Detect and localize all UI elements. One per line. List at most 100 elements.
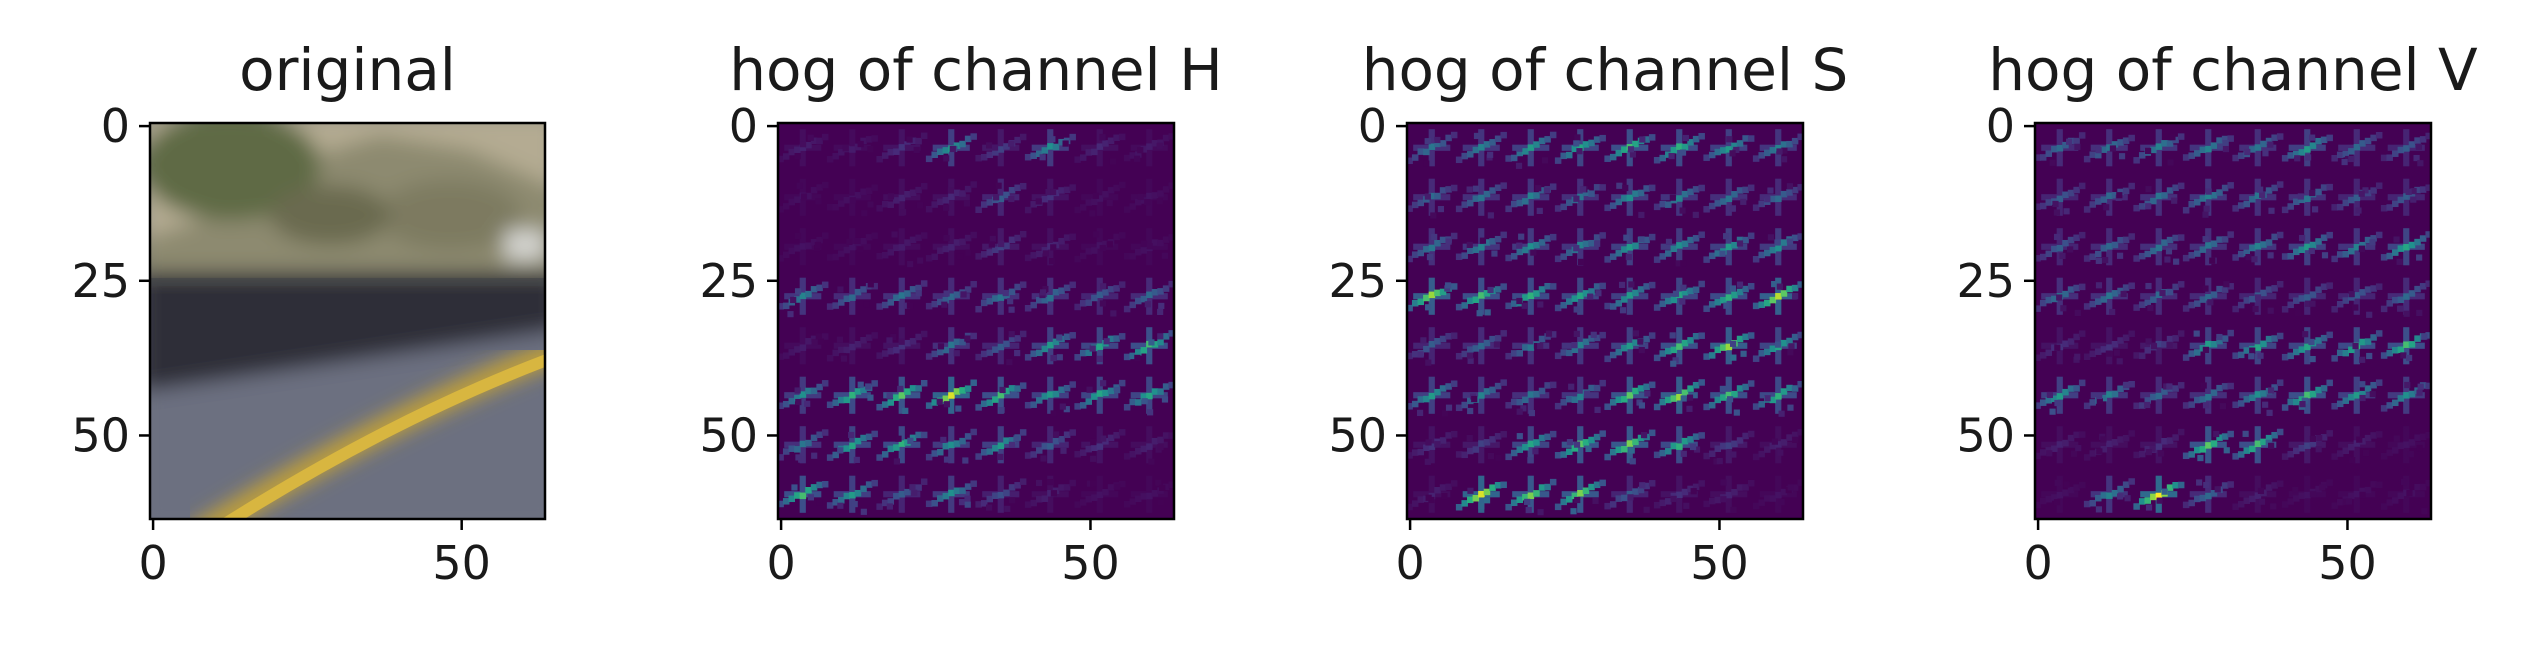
hog-cell: [1455, 327, 1507, 365]
hog-cell: [1703, 475, 1755, 514]
hog-cell: [2380, 426, 2432, 464]
hog-cell: [2232, 277, 2284, 315]
hog-cell: [2281, 475, 2333, 513]
hog-cell: [1074, 426, 1126, 464]
hog-cell: [1554, 228, 1606, 266]
hog-cell: [777, 426, 829, 464]
hog-cell: [1653, 376, 1705, 414]
hog-cell: [1752, 426, 1804, 464]
x-tick-label: 50: [2318, 536, 2377, 590]
hog-cell: [1123, 228, 1175, 266]
hog-cell: [2133, 129, 2185, 167]
hog-cell: [2083, 277, 2135, 316]
hog-cell: [925, 426, 977, 464]
hog-cell: [1074, 327, 1126, 365]
y-tick-label: 25: [699, 254, 758, 308]
x-tick-label: 0: [138, 536, 167, 590]
hog-cell: [975, 178, 1027, 216]
hog-cell: [2232, 475, 2284, 513]
hog-cell: [1406, 277, 1458, 315]
hog-cell: [2083, 178, 2135, 216]
axes-frame: [2033, 121, 2433, 521]
hog-cell: [2182, 376, 2234, 414]
hog-cell: [2133, 178, 2185, 216]
hog-cell: [2034, 426, 2086, 464]
hog-cell: [2281, 327, 2333, 365]
hog-cell: [2380, 129, 2432, 167]
hog-cell: [876, 327, 928, 365]
x-tick-label: 50: [1061, 536, 1120, 590]
hog-cell: [1554, 129, 1606, 167]
hog-cell: [2380, 475, 2432, 515]
hog-cell: [1406, 129, 1458, 167]
hog-cell: [777, 228, 829, 266]
hog-cell: [1703, 426, 1755, 465]
hog-cell: [2034, 475, 2086, 513]
hog-cell: [777, 129, 829, 167]
hog-cell: [1554, 327, 1606, 365]
hog-cell: [2182, 327, 2234, 365]
hog-cell: [1604, 277, 1656, 315]
axes-1: 0 50 0 25 50: [699, 99, 1176, 590]
hog-cell: [2380, 327, 2432, 365]
hog-cell: [1074, 129, 1126, 167]
hog-cell: [777, 178, 829, 216]
hog-cell: [1653, 277, 1705, 315]
hog-cell: [1505, 426, 1557, 464]
hog-cell: [2380, 228, 2432, 266]
hog-cell: [1406, 426, 1458, 465]
y-tick-label: 50: [1956, 408, 2015, 462]
hog-cell: [1653, 228, 1705, 267]
hog-cell: [1074, 178, 1126, 217]
hog-cell: [876, 277, 928, 315]
x-tick-label: 0: [766, 536, 795, 590]
y-tick-label: 50: [699, 408, 758, 462]
hog-cell: [2331, 475, 2383, 513]
axes-2: 0 50 0 25 50: [1328, 99, 1805, 590]
hog-cell: [1752, 228, 1804, 266]
hog-cell: [1703, 277, 1755, 315]
hog-cell: [1074, 228, 1126, 266]
hog-cell: [777, 277, 829, 318]
hog-cell: [876, 228, 928, 268]
hog-cell: [1123, 376, 1175, 416]
hog-cell: [2083, 327, 2135, 365]
hog-cell: [2182, 129, 2234, 167]
axes-0: 0 50 0 25 50: [71, 99, 547, 590]
hog-cell: [1505, 129, 1557, 169]
hog-cell: [2133, 228, 2185, 266]
hog-cell: [1123, 277, 1175, 316]
y-tick-label: 0: [1986, 99, 2015, 153]
hog-cell: [2380, 376, 2432, 414]
hog-cell: [2083, 129, 2135, 167]
hog-cell: [1604, 475, 1656, 513]
hog-cell: [1123, 426, 1175, 465]
panel-title: hog of channel V: [1988, 36, 2478, 104]
hog-cell: [1455, 178, 1507, 219]
hog-cell: [2083, 426, 2135, 464]
hog-cell: [1703, 228, 1755, 266]
axes-3: 0 50 0 25 50: [1956, 99, 2433, 590]
hog-cell: [1554, 178, 1606, 216]
hog-cell: [1024, 475, 1076, 513]
panel-title: hog of channel S: [1362, 36, 1849, 104]
hog-cell: [1074, 277, 1126, 317]
y-tick-label: 50: [71, 408, 130, 462]
panel-title: original: [239, 36, 456, 104]
hog-cell: [1024, 327, 1076, 365]
hog-cell: [2281, 277, 2333, 317]
hog-cell: [2331, 327, 2383, 365]
hog-cell: [1505, 178, 1557, 216]
y-tick-label: 0: [101, 99, 130, 153]
hog-cell: [975, 376, 1027, 414]
hog-cell: [2281, 376, 2333, 414]
hog-cell: [2232, 327, 2284, 365]
hog-cell: [1024, 228, 1076, 266]
hog-cell: [2034, 277, 2086, 317]
hog-cell: [2034, 228, 2086, 266]
y-tick-label: 25: [71, 254, 130, 308]
hog-cell: [1455, 475, 1507, 513]
hog-cell: [1024, 178, 1076, 216]
hog-cell: [1406, 178, 1458, 219]
